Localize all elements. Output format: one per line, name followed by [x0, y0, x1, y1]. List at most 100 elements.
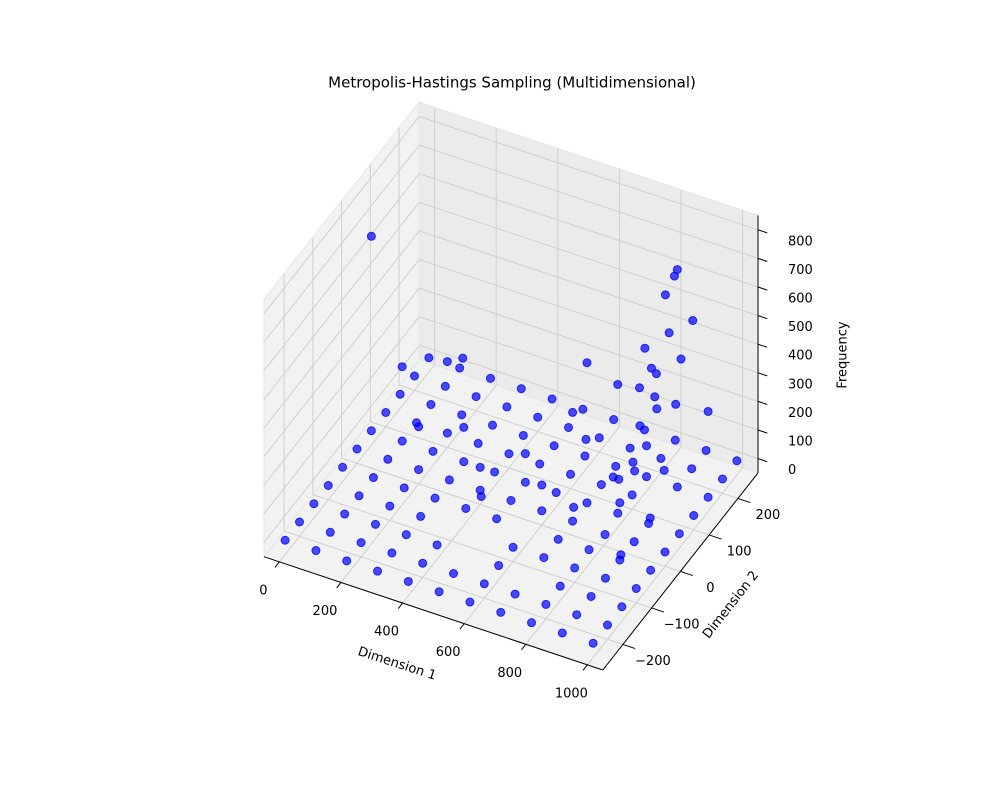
data-point: [718, 474, 727, 484]
data-point: [342, 556, 352, 566]
data-point: [338, 462, 348, 472]
data-point: [640, 343, 650, 353]
data-point: [568, 516, 578, 526]
grid-line: [263, 230, 420, 429]
data-point: [613, 379, 623, 389]
y-axis-line: [602, 472, 759, 671]
data-point: [414, 465, 424, 475]
z-tick-label: 100: [788, 435, 813, 450]
data-point: [383, 454, 393, 464]
tick-mark: [757, 458, 768, 463]
z-axis-label: Frequency: [836, 321, 851, 388]
data-point: [586, 591, 596, 601]
data-point: [537, 480, 547, 490]
grid-line: [263, 173, 420, 372]
tick-mark: [757, 429, 768, 434]
data-point: [645, 513, 655, 523]
data-point: [426, 400, 436, 410]
data-point: [510, 589, 520, 599]
tick-mark: [757, 400, 768, 405]
data-point: [570, 563, 580, 573]
data-point: [449, 569, 458, 578]
chart-title: Metropolis-Hastings Sampling (Multidimen…: [328, 74, 696, 92]
tick-mark: [757, 286, 768, 291]
tick-mark: [274, 561, 280, 568]
data-point: [461, 503, 471, 513]
data-point: [611, 461, 621, 471]
grid-line: [419, 344, 759, 460]
grid-line: [283, 530, 624, 645]
data-point: [625, 443, 635, 453]
z-tick-label: 200: [788, 406, 813, 421]
data-point: [455, 363, 465, 373]
data-point: [518, 430, 528, 440]
data-point: [496, 607, 506, 617]
grid-line: [263, 344, 420, 543]
data-point: [646, 565, 656, 575]
data-point: [650, 392, 660, 402]
grid-line: [419, 287, 759, 402]
grid-line: [263, 259, 420, 457]
data-point: [674, 529, 684, 539]
data-point: [596, 480, 606, 490]
data-point: [506, 496, 516, 505]
tick-mark: [521, 643, 527, 651]
data-point: [616, 550, 626, 560]
data-point: [442, 428, 452, 438]
grid-line: [263, 287, 420, 486]
x-axis-line: [263, 556, 603, 671]
data-point: [485, 373, 495, 383]
z-tick-label: 400: [788, 349, 813, 364]
x-tick-label: 600: [436, 645, 461, 660]
data-point: [600, 530, 610, 540]
data-point: [608, 472, 618, 482]
data-point: [440, 381, 450, 391]
z-tick-label: 800: [788, 234, 813, 249]
tick-mark: [757, 315, 768, 320]
y-tick-label: 0: [706, 581, 714, 596]
data-point: [387, 548, 397, 558]
data-point: [580, 451, 590, 461]
data-point: [479, 579, 489, 589]
tick-mark: [757, 257, 768, 262]
grid-line: [419, 173, 759, 288]
tick-mark: [680, 570, 693, 577]
x-tick-label: 200: [313, 604, 338, 619]
data-point: [401, 530, 411, 540]
data-point: [381, 408, 391, 417]
data-point: [656, 453, 666, 463]
tick-mark: [622, 643, 636, 650]
x-tick-label: 400: [374, 625, 399, 640]
data-point: [628, 457, 638, 467]
data-point: [630, 466, 640, 476]
data-point: [356, 538, 366, 548]
grid-line: [419, 144, 759, 259]
data-point: [660, 290, 670, 300]
data-point: [352, 444, 362, 454]
data-point: [418, 558, 428, 568]
data-point: [578, 404, 588, 414]
data-point: [547, 394, 557, 404]
data-point: [476, 491, 486, 501]
data-point: [516, 384, 526, 394]
data-point: [582, 498, 592, 508]
data-point: [555, 581, 565, 591]
data-point: [629, 537, 639, 547]
data-point: [581, 434, 591, 444]
data-point: [366, 426, 376, 436]
data-point: [551, 488, 561, 498]
data-point: [557, 628, 567, 638]
data-point: [642, 441, 652, 451]
data-point: [672, 482, 682, 492]
data-point: [569, 502, 579, 512]
grid-line: [419, 259, 759, 374]
data-point: [385, 501, 395, 511]
data-point: [603, 620, 612, 630]
data-point: [508, 542, 518, 552]
data-point: [584, 545, 594, 555]
data-point: [309, 499, 319, 509]
x-tick-label: 0: [259, 583, 267, 598]
grid-line: [263, 116, 420, 314]
data-point: [566, 469, 576, 479]
